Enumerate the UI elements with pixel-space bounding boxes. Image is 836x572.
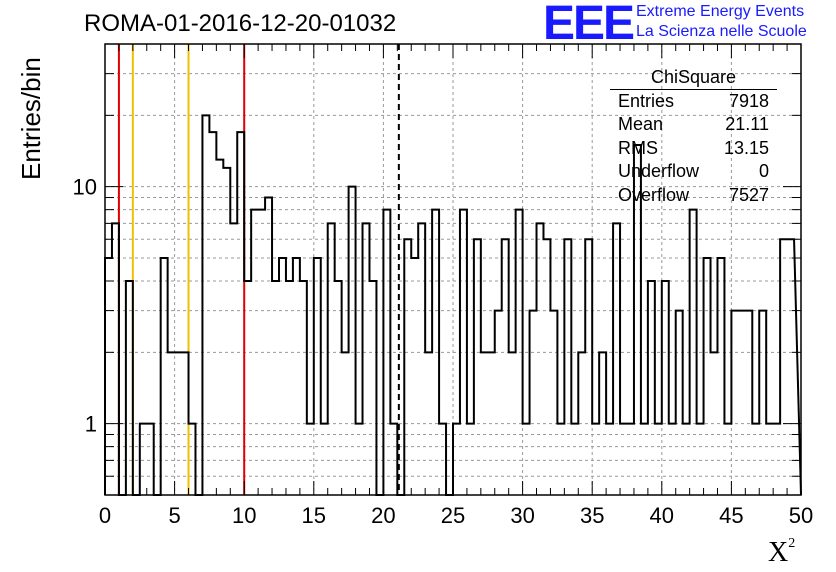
y-tick-label: 10 — [73, 175, 97, 200]
x-tick-label: 25 — [441, 503, 465, 528]
x-tick-label: 50 — [789, 503, 813, 528]
stats-value: 13.15 — [723, 137, 769, 158]
stats-row: Entries 7918 — [610, 90, 777, 113]
y-axis-label: Entries/bin — [16, 57, 46, 180]
x-tick-label: 40 — [650, 503, 674, 528]
stats-value: 0 — [758, 161, 769, 182]
x-tick-label: 15 — [302, 503, 326, 528]
axis-tick-labels: 0 5 10 15 20 25 30 35 40 45 50 1 10 — [73, 175, 814, 528]
axis-ticks — [104, 43, 802, 496]
stats-label: RMS — [618, 137, 658, 158]
x-axis-label-superscript: 2 — [788, 536, 796, 551]
histogram-series — [104, 114, 802, 496]
stats-label: Overflow — [618, 184, 690, 205]
x-axis-label: X2 — [768, 536, 795, 569]
x-tick-label: 35 — [580, 503, 604, 528]
stats-row: Underflow 0 — [610, 160, 777, 183]
logo-line-1: Extreme Energy Events — [636, 3, 805, 20]
x-tick-label: 45 — [719, 503, 743, 528]
x-tick-label: 20 — [371, 503, 395, 528]
x-tick-label: 10 — [232, 503, 256, 528]
stats-value: 7918 — [728, 91, 769, 111]
stats-label: Mean — [618, 114, 664, 135]
stats-value: 7527 — [728, 184, 769, 205]
stats-label: Underflow — [618, 161, 700, 182]
x-axis-label-base: X — [768, 537, 789, 568]
stats-value: 21.11 — [725, 114, 769, 135]
stats-label: Entries — [618, 91, 675, 111]
stats-row: Mean 21.11 — [610, 113, 777, 136]
x-tick-label: 5 — [168, 503, 180, 528]
x-tick-label: 30 — [510, 503, 534, 528]
stats-title: ChiSquare — [610, 66, 777, 90]
chart-title: ROMA-01-2016-12-20-01032 — [84, 10, 397, 37]
logo-line-2: La Scienza nelle Scuole — [636, 23, 807, 40]
x-tick-label: 0 — [99, 503, 111, 528]
stats-row: Overflow 7527 — [610, 184, 777, 207]
stats-row: RMS 13.15 — [610, 137, 777, 160]
stats-box: ChiSquare Entries 7918 Mean 21.11 RMS 13.15… — [610, 66, 777, 207]
eee-logo: EEE — [543, 0, 635, 50]
y-tick-label: 1 — [85, 412, 97, 437]
